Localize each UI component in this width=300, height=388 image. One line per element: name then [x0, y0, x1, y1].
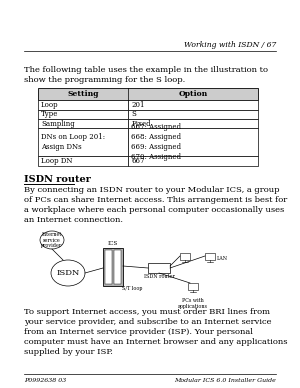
FancyBboxPatch shape	[38, 119, 128, 128]
FancyBboxPatch shape	[114, 250, 121, 284]
Text: The following table uses the example in the illustration to
show the programming: The following table uses the example in …	[24, 66, 268, 84]
Text: Type: Type	[41, 111, 58, 118]
Text: 201: 201	[131, 101, 145, 109]
Text: Loop DN: Loop DN	[41, 157, 73, 165]
FancyBboxPatch shape	[205, 253, 215, 260]
Text: By connecting an ISDN router to your Modular ICS, a group
of PCs can share Inter: By connecting an ISDN router to your Mod…	[24, 186, 287, 224]
FancyBboxPatch shape	[38, 88, 258, 100]
Text: 667: 667	[131, 157, 145, 165]
Ellipse shape	[51, 260, 85, 286]
FancyBboxPatch shape	[38, 156, 128, 166]
Text: P0992638 03: P0992638 03	[24, 378, 66, 383]
Ellipse shape	[40, 231, 64, 249]
Text: To support Internet access, you must order BRI lines from
your service provider,: To support Internet access, you must ord…	[24, 308, 287, 357]
FancyBboxPatch shape	[38, 100, 128, 110]
Text: PCs with
applications: PCs with applications	[178, 298, 208, 309]
Text: Internet
service
provider: Internet service provider	[41, 232, 63, 248]
Text: Modular ICS 6.0 Installer Guide: Modular ICS 6.0 Installer Guide	[174, 378, 276, 383]
Text: Option: Option	[178, 90, 208, 98]
Text: Working with ISDN / 67: Working with ISDN / 67	[184, 41, 276, 49]
FancyBboxPatch shape	[188, 282, 198, 289]
FancyBboxPatch shape	[128, 128, 258, 156]
Text: Sampling: Sampling	[41, 120, 75, 128]
FancyBboxPatch shape	[128, 156, 258, 166]
FancyBboxPatch shape	[128, 119, 258, 128]
FancyBboxPatch shape	[38, 110, 128, 119]
FancyBboxPatch shape	[105, 250, 112, 284]
Text: ISDN router: ISDN router	[24, 175, 91, 184]
Text: ISDN: ISDN	[56, 269, 80, 277]
Text: LAN: LAN	[217, 256, 228, 262]
Text: Fixed: Fixed	[131, 120, 151, 128]
Text: Loop: Loop	[41, 101, 58, 109]
FancyBboxPatch shape	[128, 100, 258, 110]
FancyBboxPatch shape	[180, 253, 190, 260]
FancyBboxPatch shape	[128, 110, 258, 119]
FancyBboxPatch shape	[103, 248, 123, 286]
Text: DNs on Loop 201:
Assign DNs: DNs on Loop 201: Assign DNs	[41, 133, 105, 151]
Text: 667: Assigned
668: Assigned
669: Assigned
670: Assigned: 667: Assigned 668: Assigned 669: Assigne…	[131, 123, 181, 161]
FancyBboxPatch shape	[38, 128, 128, 156]
Text: Setting: Setting	[67, 90, 99, 98]
Text: ICS: ICS	[108, 241, 118, 246]
Text: ISDN router: ISDN router	[144, 274, 174, 279]
Text: S: S	[131, 111, 136, 118]
Text: S/T loop: S/T loop	[122, 286, 142, 291]
FancyBboxPatch shape	[148, 263, 170, 273]
